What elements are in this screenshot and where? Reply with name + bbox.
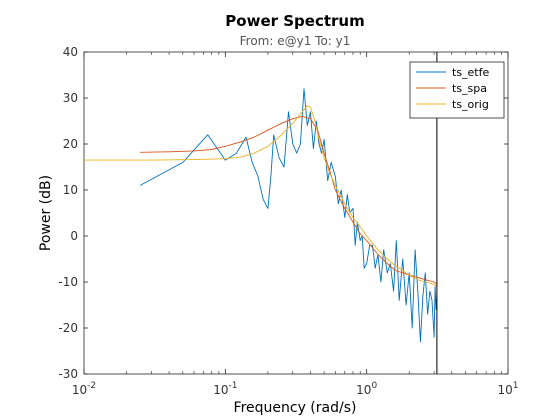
x-axis-label: Frequency (rad/s) bbox=[234, 400, 357, 416]
y-tick-label: -30 bbox=[58, 367, 78, 381]
chart-subtitle: From: e@y1 To: y1 bbox=[240, 34, 351, 48]
legend-label-ts-orig: ts_orig bbox=[452, 98, 489, 111]
y-tick-label: -20 bbox=[58, 321, 78, 335]
legend-label-ts-etfe: ts_etfe bbox=[452, 66, 489, 79]
legend-box bbox=[409, 61, 505, 119]
series-line-ts-orig bbox=[84, 105, 438, 287]
y-axis-label: Power (dB) bbox=[38, 175, 54, 251]
series-layer bbox=[84, 52, 438, 374]
x-tick-label: 101 bbox=[497, 381, 518, 397]
x-tick-label: 10-1 bbox=[213, 381, 237, 397]
legend-label-ts-spa: ts_spa bbox=[452, 82, 487, 95]
ticks-layer: -30 -20 -10 0 10 20 30 40 10-2 10-1 100 101 bbox=[58, 45, 518, 397]
y-tick-label: 40 bbox=[63, 45, 78, 59]
y-tick-label: 30 bbox=[63, 91, 78, 105]
series-line-ts-spa bbox=[140, 115, 438, 285]
y-tick-label: 0 bbox=[70, 229, 78, 243]
y-tick-label: 10 bbox=[63, 183, 78, 197]
x-tick-label: 100 bbox=[356, 381, 377, 397]
chart-title: Power Spectrum bbox=[225, 12, 364, 30]
series-line-ts-etfe bbox=[139, 88, 438, 343]
x-tick-label: 10-2 bbox=[72, 381, 96, 397]
legend: ts_etfe ts_spa ts_orig bbox=[409, 61, 505, 119]
y-tick-label: 20 bbox=[63, 137, 78, 151]
y-tick-label: -10 bbox=[58, 275, 78, 289]
